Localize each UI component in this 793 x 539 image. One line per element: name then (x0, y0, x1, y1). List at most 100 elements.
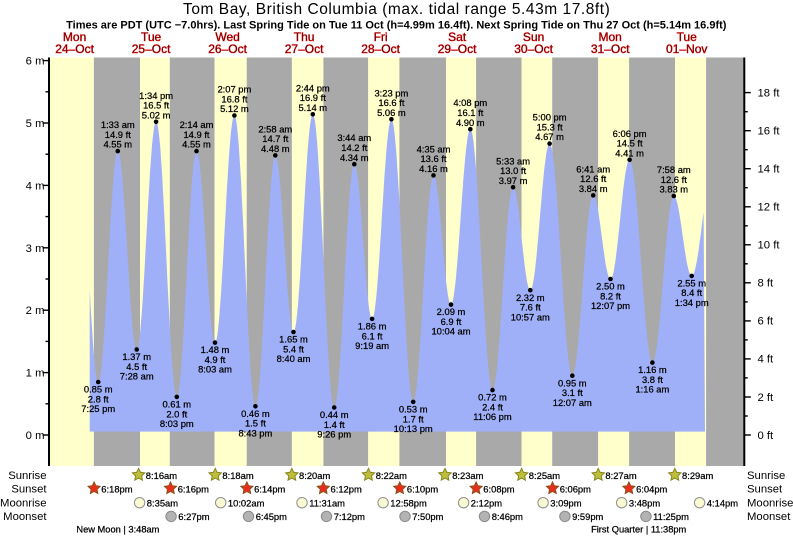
svg-text:Moonrise: Moonrise (0, 497, 46, 509)
svg-text:2 m: 2 m (26, 305, 45, 317)
svg-text:2:12pm: 2:12pm (471, 497, 502, 508)
svg-text:Times are PDT (UTC −7.0hrs). L: Times are PDT (UTC −7.0hrs). Last Spring… (66, 20, 727, 32)
svg-text:0.46 m: 0.46 m (241, 408, 270, 419)
svg-text:6 ft: 6 ft (758, 316, 775, 328)
svg-text:0.53 m: 0.53 m (399, 404, 428, 415)
svg-text:5.02 m: 5.02 m (142, 109, 171, 120)
svg-text:3:23 pm: 3:23 pm (374, 87, 408, 98)
svg-text:Tue: Tue (677, 30, 698, 44)
svg-text:0.95 m: 0.95 m (558, 377, 587, 388)
svg-text:4.67 m: 4.67 m (535, 131, 564, 142)
svg-text:6:41 am: 6:41 am (576, 163, 610, 174)
svg-text:27–Oct: 27–Oct (285, 42, 324, 56)
svg-text:7:28 am: 7:28 am (120, 371, 154, 382)
svg-text:8:18am: 8:18am (222, 470, 253, 481)
svg-text:18 ft: 18 ft (758, 87, 781, 99)
svg-text:0.44 m: 0.44 m (320, 409, 349, 420)
svg-text:0.61 m: 0.61 m (162, 399, 191, 410)
svg-text:Fri: Fri (374, 30, 388, 44)
svg-text:2:58 am: 2:58 am (258, 123, 292, 134)
svg-text:1.37 m: 1.37 m (122, 351, 151, 362)
svg-text:8:43 pm: 8:43 pm (238, 427, 272, 438)
svg-text:3.83 m: 3.83 m (659, 184, 688, 195)
svg-text:2.50 m: 2.50 m (596, 281, 625, 292)
svg-text:6:27pm: 6:27pm (178, 511, 209, 522)
svg-text:6:14pm: 6:14pm (254, 484, 285, 495)
svg-text:1.65 m: 1.65 m (279, 334, 308, 345)
svg-text:4.90 m: 4.90 m (456, 117, 485, 128)
svg-text:4.41 m: 4.41 m (615, 147, 644, 158)
svg-text:0 m: 0 m (26, 430, 45, 442)
svg-text:4.55 m: 4.55 m (182, 139, 211, 150)
svg-text:12:58pm: 12:58pm (390, 497, 427, 508)
svg-text:2.32 m: 2.32 m (516, 292, 545, 303)
svg-text:2.8 ft: 2.8 ft (88, 393, 109, 404)
svg-text:2:44 pm: 2:44 pm (296, 82, 330, 93)
svg-text:8:46pm: 8:46pm (492, 511, 523, 522)
svg-text:16.1 ft: 16.1 ft (457, 107, 483, 118)
svg-text:2:14 am: 2:14 am (180, 119, 214, 130)
svg-text:8:03 am: 8:03 am (198, 364, 232, 375)
svg-text:13.0 ft: 13.0 ft (500, 165, 526, 176)
svg-text:8 ft: 8 ft (758, 278, 775, 290)
svg-text:Moonset: Moonset (3, 511, 47, 523)
svg-text:3.1 ft: 3.1 ft (562, 387, 583, 398)
svg-text:31–Oct: 31–Oct (591, 42, 630, 56)
svg-text:1:34 pm: 1:34 pm (675, 297, 709, 308)
svg-text:25–Oct: 25–Oct (132, 42, 171, 56)
svg-text:5.06 m: 5.06 m (377, 107, 406, 118)
svg-text:Mon: Mon (63, 30, 86, 44)
svg-text:16 ft: 16 ft (758, 126, 781, 138)
svg-text:0 ft: 0 ft (758, 430, 775, 442)
svg-text:7:25 pm: 7:25 pm (81, 403, 115, 414)
svg-text:5.14 m: 5.14 m (298, 102, 327, 113)
svg-text:Tom Bay, British Columbia (max: Tom Bay, British Columbia (max. tidal ra… (183, 1, 610, 18)
svg-text:16.5 ft: 16.5 ft (143, 100, 169, 111)
svg-text:First Quarter | 11:38pm: First Quarter | 11:38pm (591, 524, 686, 534)
svg-text:12:07 pm: 12:07 pm (591, 300, 630, 311)
svg-text:4.55 m: 4.55 m (103, 139, 132, 150)
svg-text:12.6 ft: 12.6 ft (580, 173, 606, 184)
svg-text:9:59pm: 9:59pm (572, 511, 603, 522)
svg-text:4:35 am: 4:35 am (417, 143, 451, 154)
svg-text:6:08pm: 6:08pm (483, 484, 514, 495)
svg-text:Wed: Wed (215, 30, 239, 44)
svg-text:2.0 ft: 2.0 ft (166, 408, 187, 419)
svg-text:0.85 m: 0.85 m (84, 384, 113, 395)
svg-text:11:25pm: 11:25pm (653, 511, 689, 522)
svg-text:2 ft: 2 ft (758, 392, 775, 404)
svg-text:8.2 ft: 8.2 ft (600, 290, 621, 301)
svg-text:2.4 ft: 2.4 ft (482, 401, 503, 412)
svg-text:6:16pm: 6:16pm (178, 484, 209, 495)
svg-text:10:57 am: 10:57 am (511, 311, 550, 322)
svg-text:10 ft: 10 ft (758, 240, 781, 252)
svg-text:6:45pm: 6:45pm (256, 511, 287, 522)
svg-text:1.48 m: 1.48 m (201, 344, 230, 355)
svg-text:4.5 ft: 4.5 ft (126, 361, 147, 372)
svg-text:14.5 ft: 14.5 ft (617, 138, 643, 149)
svg-text:8:23am: 8:23am (452, 470, 483, 481)
svg-text:6.9 ft: 6.9 ft (441, 316, 462, 327)
svg-text:6:04pm: 6:04pm (636, 484, 667, 495)
svg-text:7:50pm: 7:50pm (412, 511, 443, 522)
svg-text:7:12pm: 7:12pm (334, 511, 365, 522)
svg-text:12:07 am: 12:07 am (553, 397, 592, 408)
svg-text:1 m: 1 m (26, 368, 45, 380)
svg-text:14.2 ft: 14.2 ft (341, 142, 367, 153)
svg-text:10:02am: 10:02am (228, 497, 265, 508)
svg-text:4.16 m: 4.16 m (419, 163, 448, 174)
svg-text:6.1 ft: 6.1 ft (362, 330, 383, 341)
svg-text:6:12pm: 6:12pm (331, 484, 362, 495)
svg-text:14.9 ft: 14.9 ft (105, 129, 131, 140)
svg-text:1.7 ft: 1.7 ft (403, 413, 424, 424)
svg-text:16.8 ft: 16.8 ft (221, 93, 247, 104)
svg-text:5:00 pm: 5:00 pm (533, 112, 567, 123)
svg-text:6:10pm: 6:10pm (407, 484, 438, 495)
svg-text:16.6 ft: 16.6 ft (378, 97, 404, 108)
svg-text:14 ft: 14 ft (758, 164, 781, 176)
svg-text:4:08 pm: 4:08 pm (453, 97, 487, 108)
svg-text:3.97 m: 3.97 m (499, 175, 528, 186)
svg-text:30–Oct: 30–Oct (514, 42, 553, 56)
svg-text:6 m: 6 m (26, 56, 45, 68)
svg-text:4:14pm: 4:14pm (707, 497, 738, 508)
